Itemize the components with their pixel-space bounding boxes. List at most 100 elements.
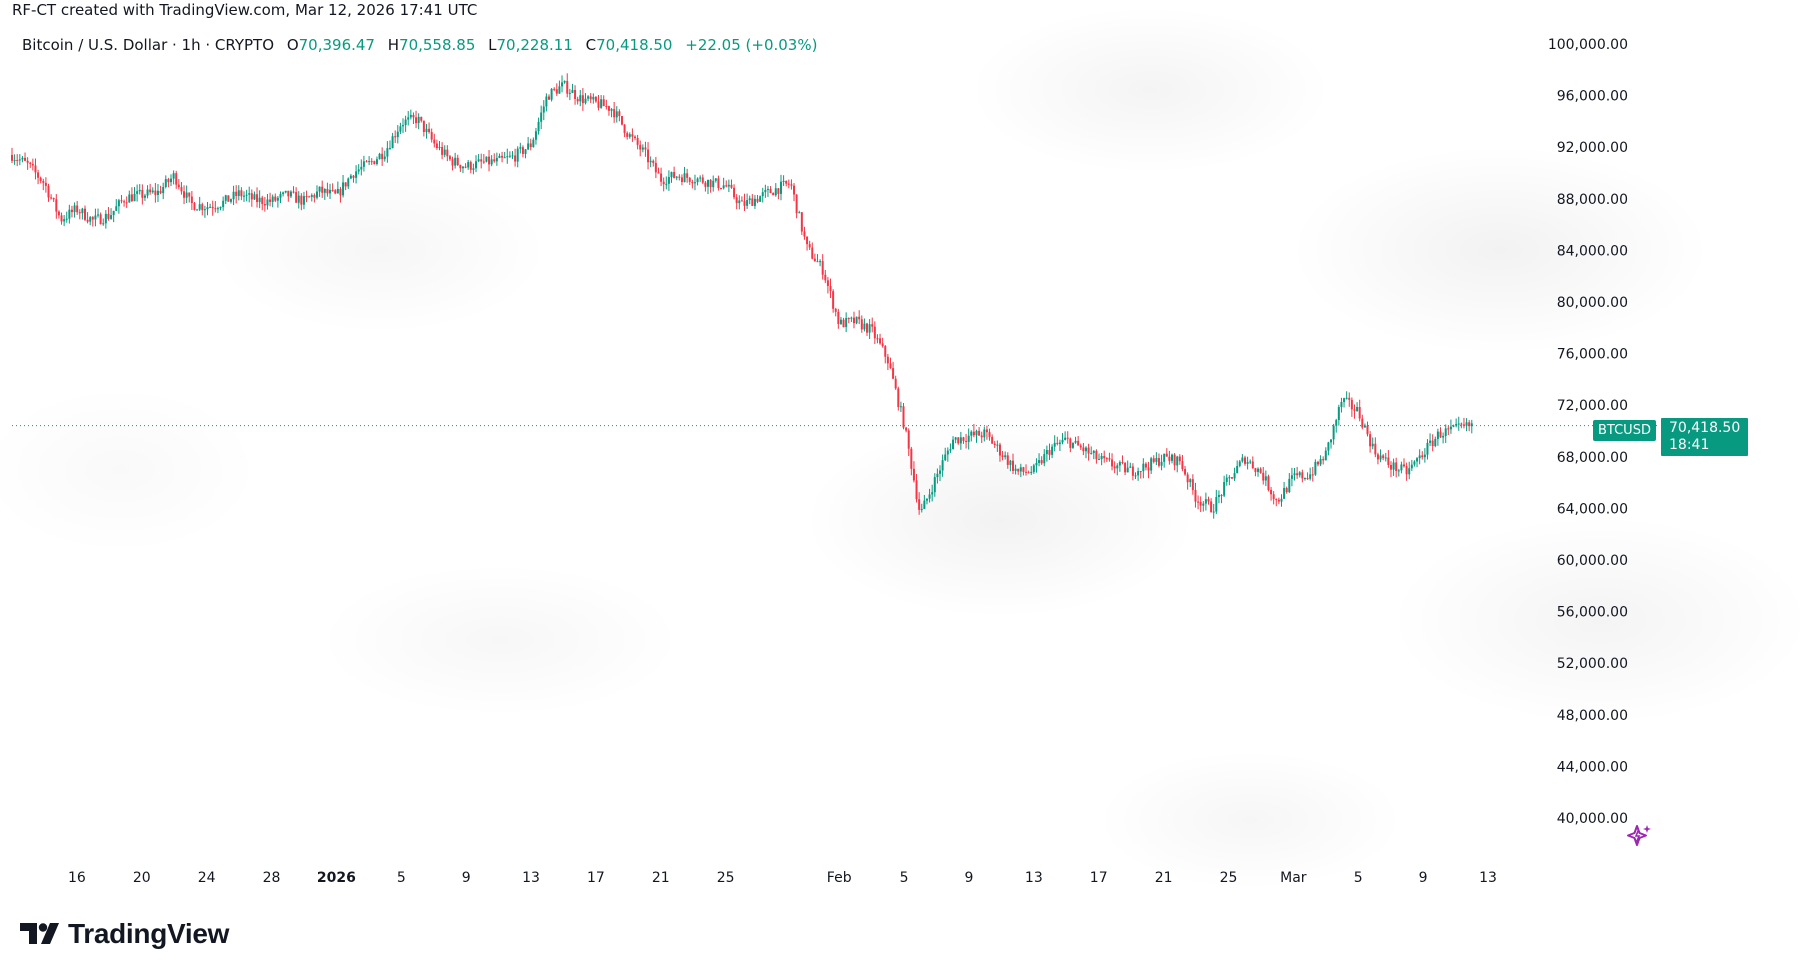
candle — [133, 186, 136, 202]
candle — [1027, 470, 1030, 474]
candle-body — [154, 190, 157, 195]
candle-body — [1233, 473, 1236, 479]
candle — [110, 208, 113, 220]
candle — [506, 148, 509, 164]
candle-body — [811, 247, 814, 259]
candle-body — [1293, 473, 1296, 476]
candle — [1384, 452, 1387, 462]
candle-body — [1103, 455, 1106, 459]
candle-body — [344, 182, 347, 187]
candle — [1460, 422, 1463, 429]
candle — [902, 402, 905, 430]
candle-body — [686, 173, 689, 178]
candle — [832, 289, 835, 313]
candle-body — [620, 116, 623, 125]
candle — [636, 134, 639, 150]
candle-body — [761, 192, 764, 197]
candle — [485, 156, 488, 163]
ai-sparkle-icon[interactable] — [1624, 822, 1654, 856]
candle — [639, 140, 642, 157]
candle-body — [730, 184, 733, 188]
candle-body — [826, 280, 829, 287]
candle — [245, 189, 248, 202]
candle-body — [94, 215, 97, 220]
candle-body — [1197, 501, 1200, 503]
candle — [623, 124, 626, 138]
candle — [886, 353, 889, 371]
candle — [1233, 467, 1236, 481]
candle-body — [222, 200, 225, 208]
candle-body — [352, 175, 355, 178]
candle — [644, 141, 647, 157]
candle — [553, 87, 556, 92]
candle — [751, 194, 754, 206]
candle-body — [641, 147, 644, 150]
candle — [905, 426, 908, 433]
x-tick-label: 16 — [68, 870, 86, 886]
candle — [834, 307, 837, 317]
candle — [1142, 458, 1145, 479]
candle-body — [701, 177, 704, 183]
candle — [435, 139, 438, 150]
candle-body — [717, 178, 720, 189]
candle — [1168, 450, 1171, 465]
candle — [422, 120, 425, 137]
candle — [1439, 427, 1442, 439]
candle-body — [1259, 468, 1262, 473]
x-tick-label: 9 — [965, 870, 974, 886]
price-axis[interactable]: 100,000.00 96,000.00 92,000.00 88,000.00 84,… — [1548, 37, 1628, 827]
time-axis[interactable]: 16 20 24 28 2026 5 9 13 17 21 25 Feb 5 9 13 17 21 25 Mar 5 9… — [68, 870, 1497, 886]
candle — [201, 202, 204, 216]
candle-body — [263, 204, 266, 206]
candle-body — [1171, 454, 1174, 461]
candle — [800, 211, 803, 235]
candle-body — [430, 132, 433, 140]
candle — [480, 153, 483, 169]
candle-body — [47, 185, 50, 198]
candle — [375, 156, 378, 166]
candle — [858, 310, 861, 325]
candle-body — [305, 196, 308, 198]
candle — [743, 193, 746, 211]
x-tick-label: 21 — [1155, 870, 1173, 886]
candle-body — [1236, 465, 1239, 474]
candle — [99, 212, 102, 225]
candle-body — [1389, 464, 1392, 470]
candle — [415, 110, 418, 129]
candle — [819, 259, 822, 267]
symbol-legend[interactable]: Bitcoin / U.S. Dollar · 1h · CRYPTO O70,… — [22, 36, 817, 54]
candle — [1103, 450, 1106, 463]
candle — [1389, 461, 1392, 478]
candle — [1363, 423, 1366, 428]
candle — [1345, 391, 1348, 400]
symbol-description[interactable]: Bitcoin / U.S. Dollar · 1h · CRYPTO — [22, 36, 275, 54]
candle — [1410, 459, 1413, 471]
candle — [1418, 449, 1421, 465]
candle-body — [1418, 455, 1421, 459]
candle — [271, 194, 274, 208]
candle-body — [279, 194, 282, 198]
candle-body — [133, 193, 136, 202]
candle-body — [206, 207, 209, 210]
tradingview-logo[interactable]: TradingView — [20, 918, 229, 950]
candle-body — [779, 181, 782, 194]
candle — [185, 185, 188, 204]
candle — [256, 187, 259, 208]
candle — [558, 80, 561, 94]
x-tick-label: 9 — [462, 870, 471, 886]
candle-body — [488, 156, 491, 165]
candle-body — [1071, 442, 1074, 448]
candle-body — [1228, 477, 1231, 479]
candle — [1030, 466, 1033, 475]
candle — [368, 156, 371, 166]
candle-body — [422, 120, 425, 132]
candlestick-series[interactable] — [11, 73, 1473, 519]
candle-body — [472, 168, 475, 170]
candle-body — [1397, 470, 1400, 472]
candle — [897, 386, 900, 411]
open-value: 70,396.47 — [298, 36, 375, 54]
candle — [1387, 450, 1390, 468]
candle — [555, 83, 558, 97]
candle — [941, 454, 944, 477]
